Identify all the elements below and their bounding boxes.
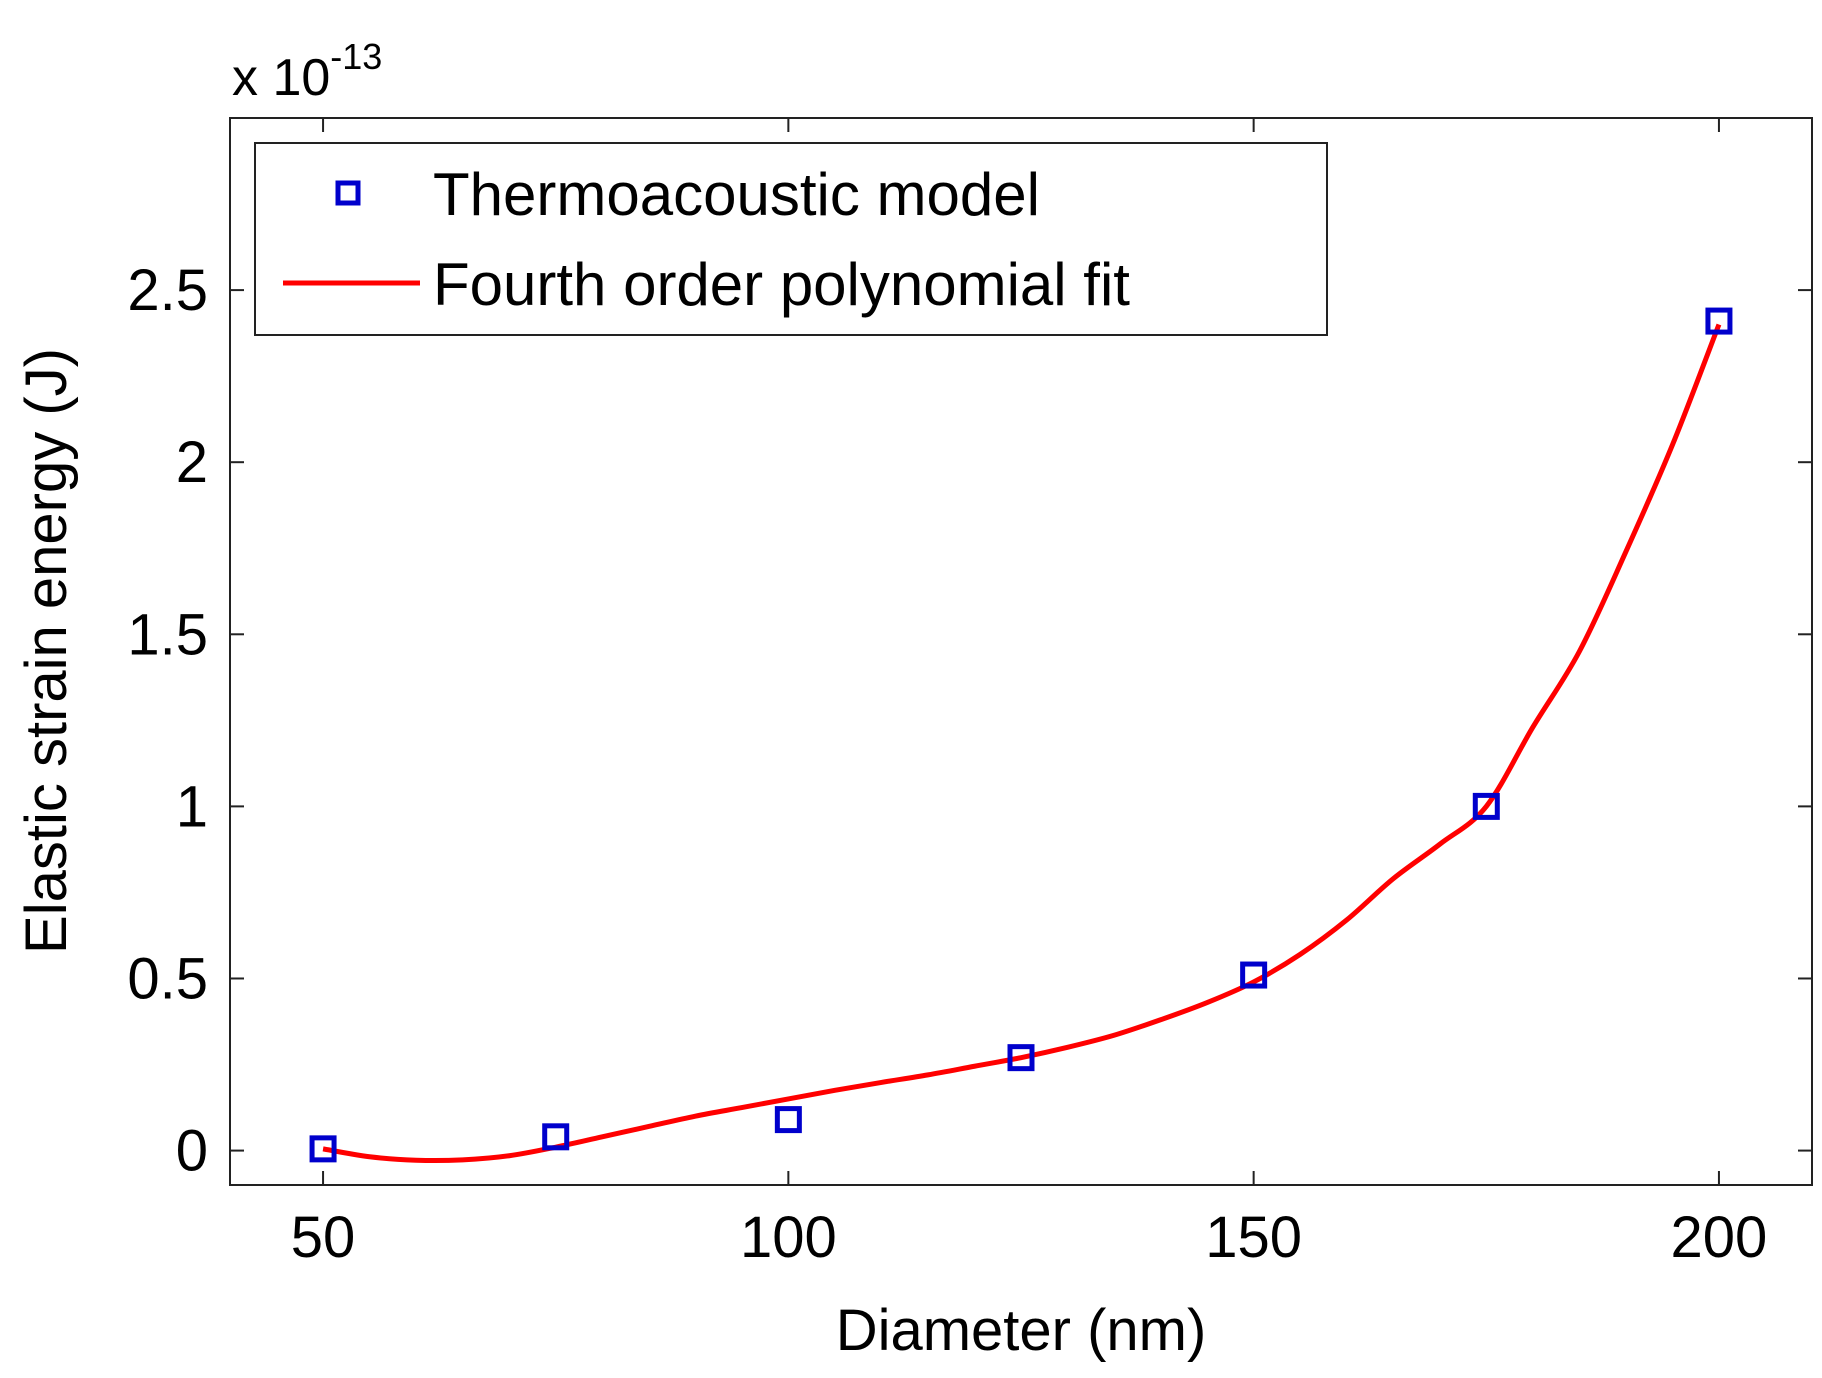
model-markers-group	[309, 307, 1733, 1163]
legend: Thermoacoustic model Fourth order polyno…	[254, 142, 1328, 336]
y-tick-label: 1.5	[127, 602, 208, 667]
data-point-marker	[1472, 792, 1500, 820]
y-axis-label: Elastic strain energy (J)	[14, 348, 79, 954]
data-point-marker	[1240, 961, 1268, 989]
x-tick-label: 200	[1671, 1205, 1768, 1270]
fit-line	[322, 323, 1722, 1164]
y-tick-label: 1	[176, 774, 208, 839]
y-tick-label: 0	[176, 1119, 208, 1184]
y-tick-label: 2	[176, 430, 208, 495]
legend-square-marker-icon	[335, 180, 361, 206]
y-multiplier: x 10-13	[232, 36, 382, 107]
legend-box	[254, 142, 1328, 336]
y-tick-label: 0.5	[127, 946, 208, 1011]
fit-line-group	[322, 323, 1722, 1164]
data-point-marker	[309, 1135, 337, 1163]
data-point-marker	[1705, 307, 1733, 335]
x-tick-labels: 50 100 150 200	[291, 1205, 1768, 1270]
plot-frame	[229, 117, 1813, 1186]
data-point-marker	[1007, 1044, 1035, 1072]
y-tick-labels: 0 0.5 1 1.5 2 2.5	[127, 258, 208, 1183]
x-axis-label: Diameter (nm)	[836, 1298, 1207, 1363]
data-point-marker	[542, 1123, 570, 1151]
legend-label-model: Thermoacoustic model	[433, 161, 1040, 228]
axis-ticks	[230, 118, 1812, 1185]
y-multiplier-base: x 10	[232, 49, 330, 107]
data-point-marker	[774, 1106, 802, 1134]
legend-label-fit: Fourth order polynomial fit	[433, 251, 1130, 318]
x-tick-label: 150	[1205, 1205, 1302, 1270]
x-tick-label: 50	[291, 1205, 356, 1270]
y-multiplier-exponent: -13	[330, 36, 382, 77]
y-tick-label: 2.5	[127, 258, 208, 323]
x-tick-label: 100	[740, 1205, 837, 1270]
